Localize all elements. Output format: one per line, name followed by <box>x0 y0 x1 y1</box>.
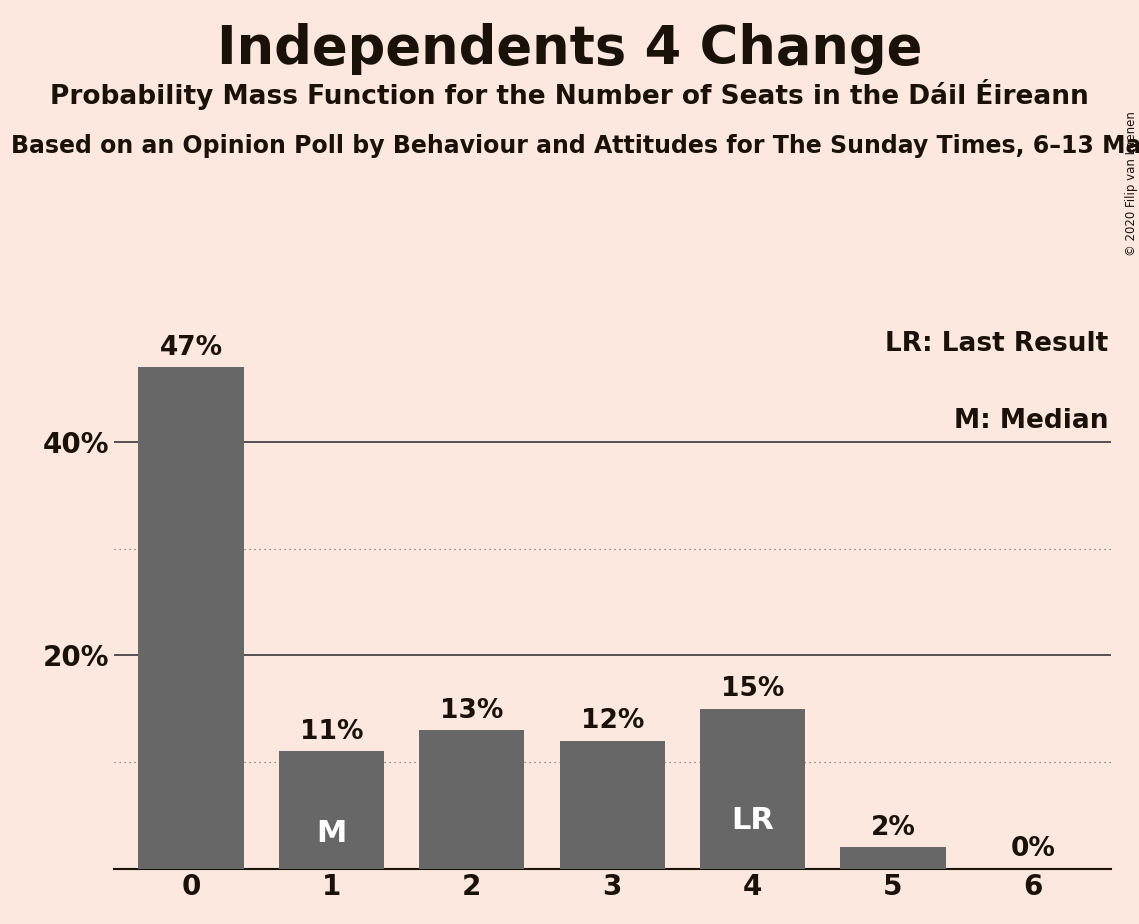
Text: 47%: 47% <box>159 335 222 361</box>
Text: © 2020 Filip van Laenen: © 2020 Filip van Laenen <box>1124 111 1138 256</box>
Text: LR: LR <box>731 806 775 835</box>
Text: 15%: 15% <box>721 676 785 702</box>
Text: 2%: 2% <box>870 815 916 841</box>
Text: Independents 4 Change: Independents 4 Change <box>216 23 923 75</box>
Text: Based on an Opinion Poll by Behaviour and Attitudes for The Sunday Times, 6–13 M: Based on an Opinion Poll by Behaviour an… <box>11 134 1139 158</box>
Text: 13%: 13% <box>440 698 503 723</box>
Text: Probability Mass Function for the Number of Seats in the Dáil Éireann: Probability Mass Function for the Number… <box>50 79 1089 110</box>
Bar <box>419 730 524 869</box>
Bar <box>279 751 384 869</box>
Text: M: M <box>317 819 346 848</box>
Text: 12%: 12% <box>581 708 644 735</box>
Bar <box>139 368 244 869</box>
Text: 0%: 0% <box>1011 836 1056 862</box>
Bar <box>841 847 945 869</box>
Text: 11%: 11% <box>300 719 363 745</box>
Text: LR: Last Result: LR: Last Result <box>885 331 1108 357</box>
Bar <box>559 741 665 869</box>
Text: M: Median: M: Median <box>954 408 1108 434</box>
Bar <box>700 709 805 869</box>
